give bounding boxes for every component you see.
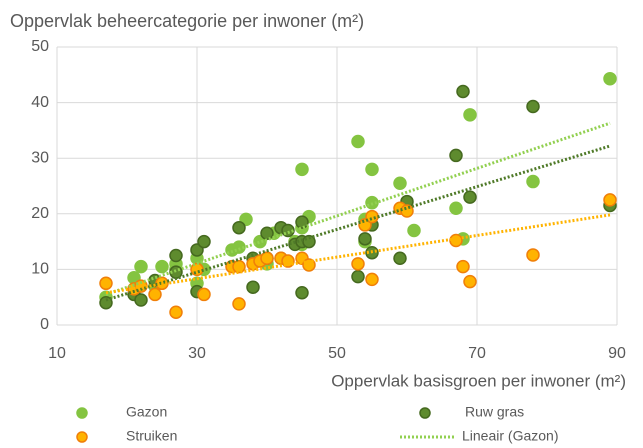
y-tick-label: 30	[31, 149, 49, 166]
point	[169, 305, 183, 319]
point	[463, 274, 477, 289]
point	[351, 134, 365, 149]
y-tick-label: 50	[31, 38, 49, 55]
legend-label: Lineair (Gazon)	[462, 428, 559, 444]
point	[169, 248, 183, 263]
point	[456, 84, 470, 99]
x-axis-label: Oppervlak basisgroen per inwoner (m²)	[331, 371, 626, 390]
legend-label: Gazon	[126, 404, 167, 420]
point	[456, 259, 470, 274]
point	[526, 174, 540, 189]
y-tick-label: 10	[31, 261, 49, 278]
point	[365, 272, 379, 287]
point	[232, 220, 246, 235]
y-tick-label: 0	[40, 316, 49, 333]
point	[526, 248, 540, 262]
trendline	[105, 121, 611, 296]
point	[134, 293, 148, 307]
point	[260, 251, 274, 266]
x-tick-label: 30	[188, 345, 206, 362]
point	[99, 276, 113, 291]
point	[393, 251, 407, 266]
point	[197, 234, 211, 249]
point	[463, 190, 477, 204]
point	[526, 99, 540, 114]
point	[190, 262, 204, 277]
point	[148, 287, 162, 302]
point	[407, 223, 421, 238]
x-tick-label: 90	[608, 345, 626, 362]
x-tick-label: 10	[48, 345, 66, 362]
x-tick-label: 50	[328, 345, 346, 362]
point	[351, 269, 365, 284]
point	[365, 162, 379, 177]
point	[260, 226, 274, 241]
point	[449, 201, 463, 215]
point	[463, 108, 477, 122]
point	[358, 232, 372, 246]
point	[449, 148, 463, 163]
point	[603, 71, 617, 86]
point	[295, 286, 309, 300]
point	[295, 162, 309, 177]
trendline	[105, 213, 611, 295]
point	[197, 287, 211, 302]
point	[295, 215, 309, 229]
legend-marker	[76, 431, 88, 443]
y-tick-label: 20	[31, 205, 49, 222]
legend-label: Ruw gras	[465, 404, 524, 420]
point	[232, 297, 246, 311]
point	[155, 259, 169, 274]
point	[232, 259, 246, 274]
point	[134, 259, 148, 274]
legend-marker	[419, 407, 431, 419]
chart-title: Oppervlak beheercategorie per inwoner (m…	[10, 11, 364, 31]
point	[99, 296, 113, 310]
legend-marker	[76, 407, 88, 419]
point	[393, 176, 407, 190]
point	[603, 193, 617, 207]
point	[351, 257, 365, 271]
point	[400, 204, 414, 218]
x-tick-label: 70	[468, 345, 486, 362]
legend-label: Struiken	[126, 428, 177, 444]
point	[246, 280, 260, 294]
y-tick-label: 40	[31, 94, 49, 111]
